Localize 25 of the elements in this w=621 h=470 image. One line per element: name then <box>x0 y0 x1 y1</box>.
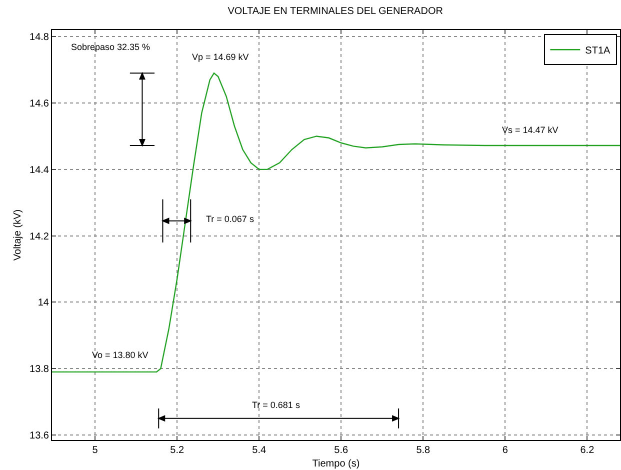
x-axis-title: Tiempo (s) <box>312 458 360 470</box>
y-tick-label: 14.4 <box>30 164 50 176</box>
y-tick-label: 14 <box>38 298 50 309</box>
x-tick-label: 5.6 <box>334 445 349 456</box>
x-tick-label: 6 <box>502 445 508 456</box>
legend-label: ST1A <box>585 46 610 56</box>
x-tick-label: 5.8 <box>416 445 431 456</box>
x-tick-label: 5.4 <box>252 445 266 456</box>
annotation: Vo = 13.80 kV <box>92 350 148 360</box>
annotation: Vp = 14.69 kV <box>192 52 249 62</box>
x-tick-label: 5 <box>92 445 98 456</box>
chart-title: VOLTAJE EN TERMINALES DEL GENERADOR <box>228 6 443 18</box>
annotation: Sobrepaso 32.35 % <box>71 42 150 52</box>
y-tick-label: 14.8 <box>30 32 50 44</box>
annotation: Tr = 0.681 s <box>252 400 300 410</box>
y-tick-label: 14.6 <box>30 98 50 110</box>
annotation: Vs = 14.47 kV <box>502 125 558 135</box>
y-axis-title: Voltaje (kV) <box>12 209 24 261</box>
y-tick-label: 14.2 <box>30 231 50 242</box>
y-tick-label: 13.6 <box>30 430 50 442</box>
annotation: Tr = 0.067 s <box>206 214 254 224</box>
y-tick-label: 13.8 <box>30 364 50 376</box>
x-tick-label: 6.2 <box>580 445 595 456</box>
line-series <box>52 72 620 373</box>
x-tick-label: 5.2 <box>170 445 184 456</box>
